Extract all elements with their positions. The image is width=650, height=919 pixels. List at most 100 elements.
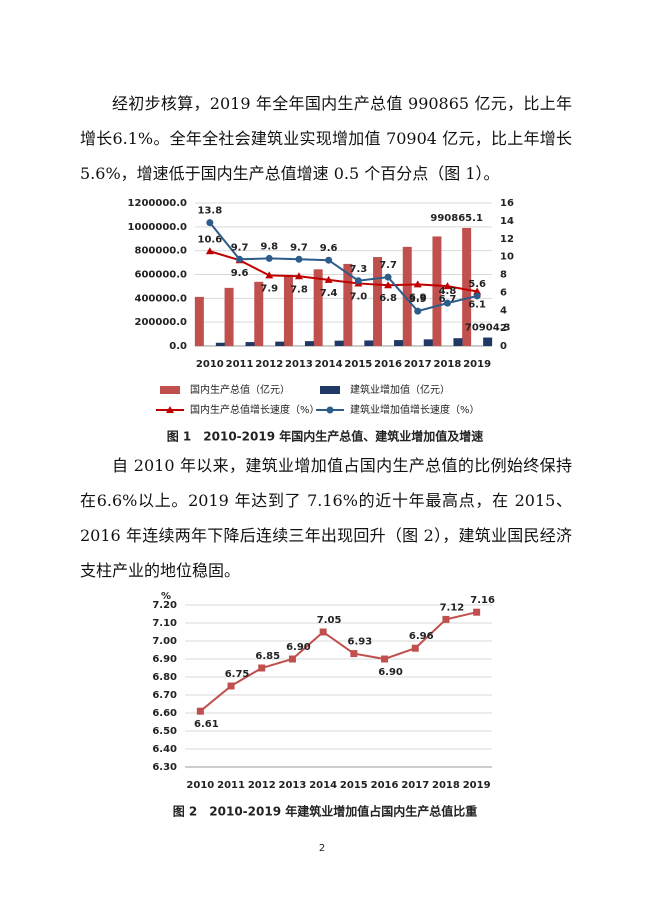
data-label: 9.6 (231, 268, 249, 279)
x-tick-label: 2018 (434, 359, 462, 370)
marker (325, 256, 333, 264)
legend-label: 建筑业增加值增长速度（%） (350, 403, 480, 416)
bar (432, 236, 442, 346)
bar (423, 339, 433, 346)
y2-tick-label: 10 (500, 252, 514, 263)
bar (483, 337, 493, 346)
marker (295, 255, 303, 263)
marker (443, 299, 451, 307)
bar (304, 341, 314, 346)
legend-label: 建筑业增加值（亿元） (350, 383, 450, 396)
marker (473, 608, 481, 616)
bar (364, 340, 374, 346)
x-tick-label: 2018 (432, 780, 460, 791)
y-tick-label: 6.50 (152, 726, 177, 737)
marker (384, 273, 392, 281)
x-tick-label: 2017 (404, 359, 432, 370)
data-label: 7.3 (349, 264, 367, 275)
marker (473, 287, 482, 295)
data-label: 6.9 (409, 292, 427, 303)
bar (394, 340, 404, 346)
y-tick-label: 6.30 (152, 762, 177, 773)
x-tick-label: 2011 (217, 780, 245, 791)
paragraph: 自 2010 年以来，建筑业增加值占国内生产总值的比例始终保持在6.6%以上。2… (80, 456, 572, 580)
marker (319, 628, 327, 636)
x-tick-label: 2010 (196, 359, 224, 370)
bar (334, 340, 344, 346)
caption: 图 1 2010-2019 年国内生产总值、建筑业增加值及增速 (167, 429, 483, 444)
x-tick-label: 2015 (344, 359, 372, 370)
y-tick-label: 6.60 (152, 708, 177, 719)
marker (381, 655, 389, 663)
y2-tick-label: 6 (500, 287, 507, 298)
x-tick-label: 2013 (279, 780, 307, 791)
y-tick-label: 6.90 (152, 654, 177, 665)
bar (224, 287, 234, 346)
bar (283, 275, 293, 346)
marker (326, 406, 334, 414)
marker (205, 247, 214, 255)
legend-label: 国内生产总值增长速度（%） (190, 403, 320, 416)
marker (294, 272, 303, 280)
data-label: 7.0 (349, 291, 367, 302)
marker (411, 644, 419, 652)
y2-tick-label: 12 (500, 234, 514, 245)
data-label: 5.6 (468, 279, 486, 290)
legend-swatch (320, 386, 340, 394)
y-tick-label: 1000000.0 (128, 222, 188, 233)
data-label: 990865.1 (430, 213, 483, 224)
data-label: 6.8 (379, 293, 397, 304)
data-label: 9.8 (260, 241, 278, 252)
x-tick-label: 2017 (401, 780, 429, 791)
bar (275, 341, 285, 346)
y-axis-label: % (161, 591, 171, 602)
y2-tick-label: 16 (500, 198, 514, 209)
bar (462, 227, 472, 346)
y2-tick-label: 0 (500, 341, 507, 352)
x-tick-label: 2014 (309, 780, 337, 791)
data-label: 9.7 (290, 242, 308, 253)
y-tick-label: 0.0 (169, 341, 187, 352)
y-tick-label: 7.20 (152, 600, 177, 611)
y2-tick-label: 2 (500, 323, 507, 334)
x-tick-label: 2015 (340, 780, 368, 791)
x-tick-label: 2014 (315, 359, 343, 370)
data-label: 7.12 (440, 602, 465, 613)
x-tick-label: 2012 (255, 359, 283, 370)
marker (265, 254, 273, 262)
marker (227, 682, 235, 690)
y-tick-label: 800000.0 (134, 246, 187, 257)
line (209, 222, 478, 313)
data-label: 3.9 (409, 294, 427, 305)
x-tick-label: 2019 (463, 780, 491, 791)
marker (473, 292, 481, 300)
marker (236, 255, 244, 263)
x-tick-label: 2013 (285, 359, 313, 370)
y-tick-label: 6.80 (152, 672, 177, 683)
line (199, 611, 477, 712)
x-tick-label: 2012 (248, 780, 276, 791)
bar (453, 338, 463, 346)
data-label: 7.8 (290, 284, 308, 295)
data-label: 6.93 (348, 637, 373, 648)
data-label: 6.90 (286, 642, 311, 653)
marker (288, 655, 296, 663)
x-tick-label: 2016 (374, 359, 402, 370)
line (209, 250, 478, 293)
paragraph: 经初步核算，2019 年全年国内生产总值 990865 亿元，比上年增长6.1%… (80, 94, 572, 183)
marker (166, 406, 174, 413)
x-tick-label: 2011 (226, 359, 254, 370)
y2-tick-label: 14 (500, 216, 514, 227)
y-tick-label: 1200000.0 (128, 198, 188, 209)
caption: 图 2 2010-2019 年建筑业增加值占国内生产总值比重 (173, 804, 477, 819)
bar (343, 263, 353, 346)
marker (442, 615, 450, 623)
y2-tick-label: 4 (500, 305, 507, 316)
data-label: 4.8 (439, 286, 457, 297)
marker (196, 707, 204, 715)
data-label: 13.8 (198, 206, 223, 217)
marker (413, 280, 422, 288)
bar (402, 246, 412, 346)
marker (206, 219, 214, 227)
